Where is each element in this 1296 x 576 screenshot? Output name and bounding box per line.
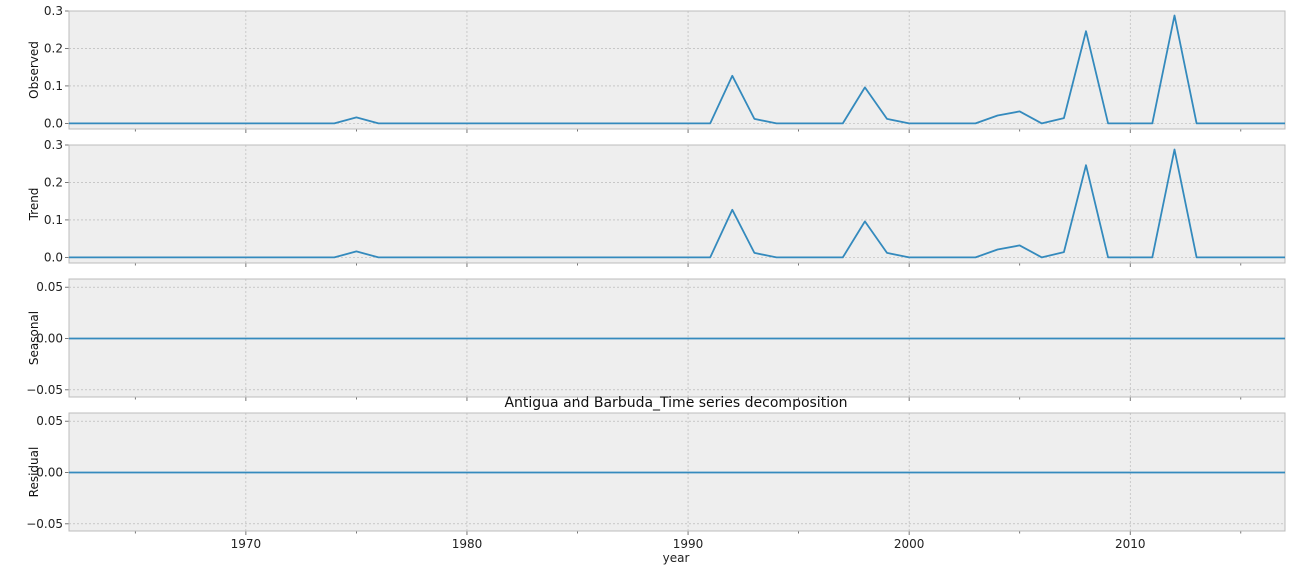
y-tick-label: 0.00 (36, 466, 63, 480)
panel-observed: 0.0 0.1 0.2 0.3 Observed (27, 4, 1286, 133)
x-tick-label: 1970 (231, 537, 262, 551)
panel-background (69, 11, 1285, 129)
panel-frame (68, 10, 1286, 130)
panel-frame (68, 144, 1286, 264)
panels-layer: 0.0 0.1 0.2 0.3 Observed 0.0 0.1 0.2 0.3 Trend −0.… (26, 4, 1286, 551)
panel-background (69, 145, 1285, 263)
x-tick-label: 1980 (452, 537, 483, 551)
series-line-observed (69, 14, 1285, 125)
x-axis-label: year (663, 551, 690, 565)
y-axis-label: Observed (27, 41, 41, 99)
y-tick-label: 0.3 (44, 138, 63, 152)
y-tick-label: 0.2 (44, 175, 63, 189)
y-tick-label: 0.0 (44, 116, 63, 130)
y-tick-label: −0.05 (26, 517, 63, 531)
y-tick-label: −0.05 (26, 383, 63, 397)
y-axis-label: Seasonal (27, 311, 41, 365)
chart-title: Antigua and Barbuda_Time series decompos… (504, 395, 847, 411)
x-tick-label: 2010 (1115, 537, 1146, 551)
y-tick-label: 0.2 (44, 41, 63, 55)
y-tick-label: 0.0 (44, 250, 63, 264)
y-tick-label: 0.1 (44, 213, 63, 227)
y-tick-label: 0.00 (36, 332, 63, 346)
panel-residual: −0.05 0.00 0.05 Residual 1970 1980 1990 2000 201… (26, 412, 1286, 551)
y-tick-label: 0.05 (36, 414, 63, 428)
x-tick-label: 1990 (673, 537, 704, 551)
y-axis-label: Residual (27, 447, 41, 498)
series-line-trend (69, 148, 1285, 259)
panel-trend: 0.0 0.1 0.2 0.3 Trend (27, 138, 1286, 267)
y-tick-label: 0.3 (44, 4, 63, 18)
y-tick-label: 0.05 (36, 280, 63, 294)
y-axis-label: Trend (27, 188, 41, 222)
panel-seasonal: −0.05 0.00 0.05 Seasonal (26, 278, 1286, 401)
x-tick-label: 2000 (894, 537, 925, 551)
y-tick-label: 0.1 (44, 79, 63, 93)
